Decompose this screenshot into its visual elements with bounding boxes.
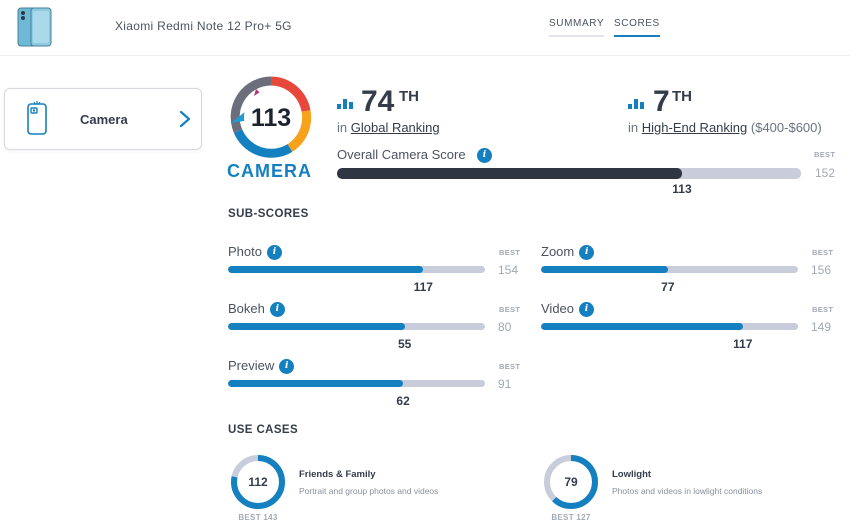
high-end-ranking-link[interactable]: High-End Ranking (641, 120, 748, 135)
use-case-ring-fill (231, 455, 285, 509)
sub-score-value: 117 (413, 280, 433, 294)
segment-rank-number: 7 (653, 85, 670, 118)
sub-score-value: 117 (733, 337, 753, 351)
best-label: BEST (812, 248, 834, 257)
use-case-best: BEST 127 (551, 513, 591, 522)
sub-score-fill (541, 323, 743, 330)
use-case-description: Portrait and group photos and videos (299, 486, 439, 496)
sidebar-item-camera[interactable]: Camera (4, 88, 202, 150)
overall-best-value: 152 (815, 166, 836, 180)
overall-score-title: Overall Camera Score (337, 147, 466, 162)
device-name: Xiaomi Redmi Note 12 Pro+ 5G (115, 19, 292, 33)
use-case-ring (544, 455, 598, 509)
badge-score: 113 (251, 104, 291, 132)
sub-score-bar (541, 323, 798, 330)
best-label: BEST (499, 362, 521, 371)
ranking-bars-icon (337, 99, 353, 109)
use-case-ring (231, 455, 285, 509)
use-case-name: Friends & Family (299, 469, 376, 480)
sub-score-best: 154 (498, 263, 519, 277)
use-case-value: 79 (564, 475, 578, 489)
best-label: BEST (499, 305, 521, 314)
sub-score-fill (228, 323, 405, 330)
sub-score-fill (228, 266, 424, 273)
global-rank-suffix: TH (399, 88, 419, 105)
sub-score-value: 77 (661, 280, 675, 294)
sub-score-bar (228, 266, 485, 273)
sub-score-name: Zoom (541, 244, 575, 259)
overall-score-bar (337, 168, 801, 179)
tab-scores[interactable]: SCORES (614, 18, 660, 37)
phone-camera-icon (27, 101, 47, 135)
info-icon[interactable]: i (477, 148, 492, 163)
best-label: BEST (499, 248, 521, 257)
use-case-name: Lowlight (612, 469, 652, 480)
chevron-right-icon (179, 110, 191, 128)
tab-summary[interactable]: SUMMARY (549, 18, 605, 37)
global-rank-number: 74 (361, 85, 395, 118)
top-bar: Xiaomi Redmi Note 12 Pro+ 5G SUMMARY SCO… (0, 0, 850, 56)
segment-rank-suffix: TH (672, 88, 692, 105)
sub-score-best: 156 (811, 263, 832, 277)
sub-score-name: Video (541, 301, 575, 316)
phone-thumbnail-icon (17, 7, 52, 47)
overall-score-fill (337, 168, 682, 179)
overall-score-value: 113 (672, 182, 692, 196)
best-label: BEST (814, 150, 836, 159)
sub-score-value: 62 (396, 394, 410, 408)
global-rank-line: in Global Ranking (337, 120, 440, 135)
sub-score-best: 80 (498, 320, 512, 334)
sub-score-bar (228, 380, 485, 387)
sub-score-best: 149 (811, 320, 832, 334)
best-label: BEST (812, 305, 834, 314)
sidebar-item-label: Camera (80, 112, 128, 127)
price-range: ($400-$600) (750, 120, 822, 135)
info-icon[interactable]: i (579, 302, 595, 317)
sub-score-value: 55 (398, 337, 412, 351)
sub-score-bar (228, 323, 485, 330)
info-icon[interactable]: i (279, 359, 295, 374)
sub-score-fill (541, 266, 668, 273)
sub-score-name: Preview (228, 358, 275, 373)
use-case-ring-fill (544, 455, 598, 509)
segment-rank-line: in High-End Ranking ($400-$600) (628, 120, 822, 135)
sub-score-fill (228, 380, 404, 387)
use-case-value: 112 (248, 475, 268, 489)
sub-scores-title: SUB-SCORES (228, 208, 309, 220)
camera-score-badge: 113 (230, 76, 312, 158)
info-icon[interactable]: i (579, 245, 595, 260)
info-icon[interactable]: i (266, 245, 282, 260)
use-case-description: Photos and videos in lowlight conditions (612, 486, 763, 496)
sub-score-bar (541, 266, 798, 273)
ranking-bars-icon (628, 99, 644, 109)
sub-score-name: Photo (228, 244, 262, 259)
badge-caption: CAMERA (227, 161, 312, 181)
rank-prefix: in (628, 120, 639, 135)
use-cases-title: USE CASES (228, 424, 299, 436)
sub-score-best: 91 (498, 377, 512, 391)
info-icon[interactable]: i (269, 302, 285, 317)
global-ranking-link[interactable]: Global Ranking (350, 120, 440, 135)
rank-prefix: in (337, 120, 348, 135)
use-case-best: BEST 143 (238, 513, 278, 522)
sub-score-name: Bokeh (228, 301, 265, 316)
